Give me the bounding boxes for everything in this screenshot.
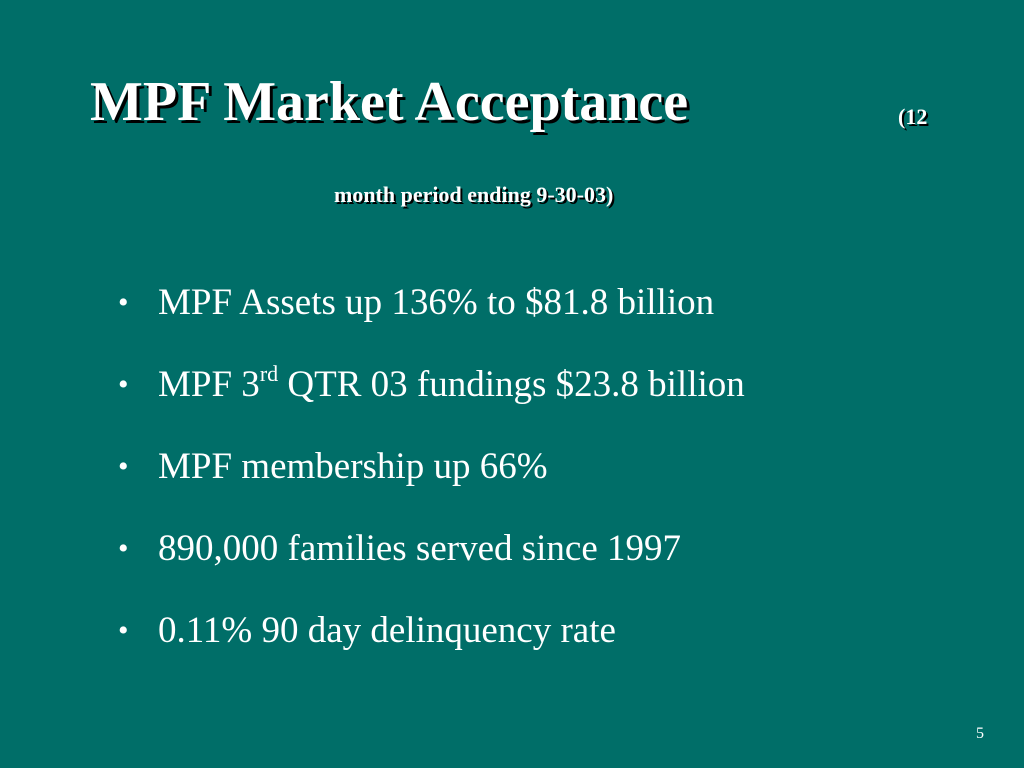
- bullet-item: • 0.11% 90 day delinquency rate: [118, 612, 616, 649]
- bullet-text-suffix: QTR 03 fundings $23.8 billion: [278, 364, 745, 405]
- bullet-text: MPF Assets up 136% to $81.8 billion: [158, 282, 715, 323]
- slide-subtitle: month period ending 9-30-03): [334, 182, 614, 207]
- bullet-text: 890,000 families served since 1997: [158, 528, 682, 569]
- ordinal-superscript: rd: [259, 361, 279, 386]
- bullet-text-prefix: MPF 3: [158, 364, 260, 405]
- bullet-item: • MPF 3rd QTR 03 fundings $23.8 billion: [118, 363, 745, 405]
- bullet-icon: •: [118, 286, 129, 319]
- slide-title: MPF Market Acceptance: [90, 71, 689, 133]
- bullet-item: • 890,000 families served since 1997: [118, 530, 681, 567]
- bullet-icon: •: [118, 368, 129, 401]
- page-number: 5: [976, 725, 984, 742]
- bullet-icon: •: [118, 614, 129, 647]
- bullet-item: • MPF Assets up 136% to $81.8 billion: [118, 284, 714, 321]
- title-period-note: (12: [898, 104, 928, 129]
- bullet-item: • MPF membership up 66%: [118, 448, 548, 485]
- bullet-icon: •: [118, 450, 129, 483]
- bullet-icon: •: [118, 532, 129, 565]
- bullet-text: MPF membership up 66%: [158, 446, 548, 487]
- bullet-text: 0.11% 90 day delinquency rate: [158, 610, 616, 651]
